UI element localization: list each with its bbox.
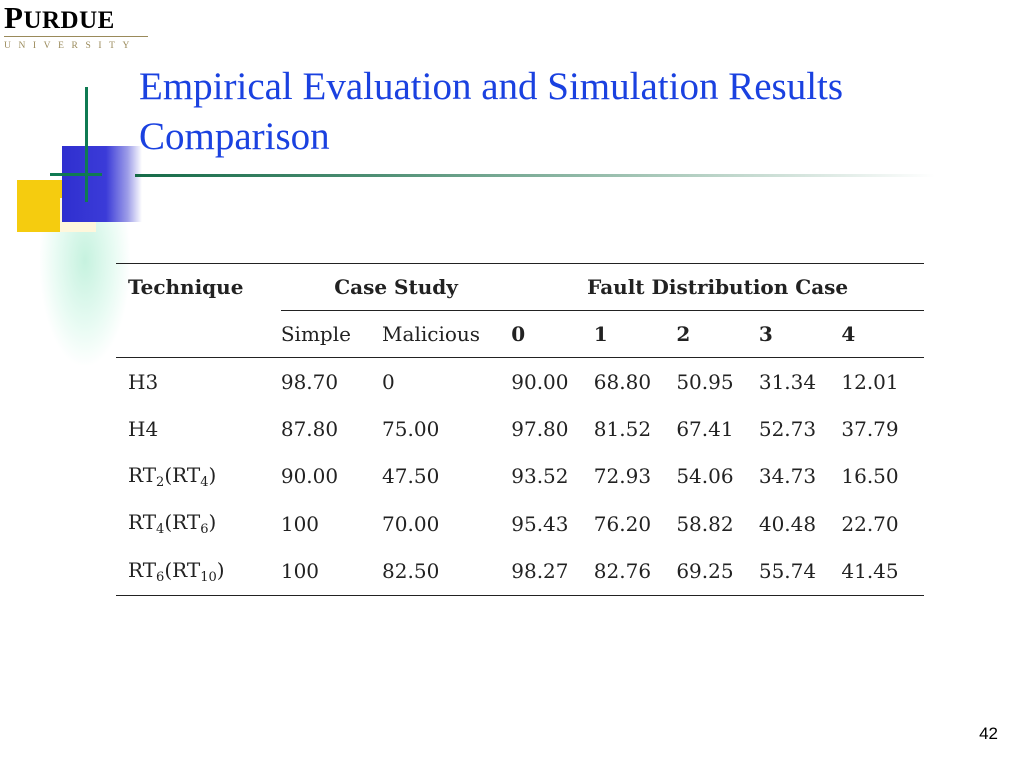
value-cell: 82.50 [382, 547, 512, 596]
value-cell: 47.50 [382, 464, 440, 489]
decorative-vertical-line [85, 87, 88, 202]
technique-cell: RT4(RT6) [128, 510, 217, 538]
page-number: 42 [979, 724, 998, 743]
decorative-blue-square [62, 146, 142, 222]
value-cell: 87.80 [280, 417, 339, 442]
technique-cell: RT6(RT10) [116, 547, 281, 596]
value-cell: 16.50 [841, 464, 899, 489]
value-cell: 72.93 [593, 464, 652, 489]
value-cell: 34.73 [758, 464, 817, 489]
results-table: Technique Case Study Fault Distribution … [116, 263, 924, 596]
slide-title: Empirical Evaluation and Simulation Resu… [139, 65, 844, 158]
value-cell: 68.80 [593, 369, 652, 394]
value-cell: 12.01 [841, 369, 899, 394]
header-technique: Technique [116, 263, 281, 311]
technique-cell: RT2(RT4) [128, 462, 217, 490]
subheader-fault-0: 0 [511, 310, 594, 358]
decorative-horizontal-line [50, 173, 102, 176]
value-cell: 75.00 [382, 417, 440, 442]
value-cell: 81.52 [593, 417, 652, 442]
title-underline [135, 174, 935, 177]
subheader-malicious: Malicious [382, 310, 512, 358]
technique-cell: H3 [128, 369, 159, 394]
technique-cell: H4 [128, 417, 159, 442]
value-cell: 50.95 [676, 369, 734, 394]
value-cell: 98.27 [511, 547, 594, 596]
subheader-fault-4: 4 [841, 310, 924, 358]
value-cell: 37.79 [841, 417, 899, 442]
purdue-logo: PURDUE UNIVERSITY [4, 2, 150, 51]
value-cell: 0 [382, 369, 395, 394]
table-subheader-row: Simple Malicious 0 1 2 3 4 [116, 310, 924, 358]
value-cell: 93.52 [511, 464, 569, 489]
header-technique-blank [116, 310, 281, 358]
value-cell: 82.76 [593, 547, 677, 596]
value-cell: 70.00 [382, 511, 440, 536]
value-cell: 100 [280, 511, 320, 536]
value-cell: 41.45 [841, 547, 924, 596]
value-cell: 76.20 [593, 511, 652, 536]
value-cell: 55.74 [758, 547, 842, 596]
value-cell: 100 [280, 547, 383, 596]
value-cell: 40.48 [758, 511, 817, 536]
subheader-fault-2: 2 [676, 310, 759, 358]
value-cell: 31.34 [758, 369, 817, 394]
table-row: H3 98.70 0 90.00 68.80 50.95 31.34 12.01 [116, 358, 924, 406]
value-cell: 90.00 [280, 464, 339, 489]
value-cell: 69.25 [676, 547, 759, 596]
value-cell: 54.06 [676, 464, 734, 489]
value-cell: 52.73 [758, 417, 817, 442]
value-cell: 97.80 [511, 417, 569, 442]
value-cell: 98.70 [280, 369, 339, 394]
value-cell: 95.43 [511, 511, 569, 536]
value-cell: 90.00 [511, 369, 569, 394]
value-cell: 58.82 [676, 511, 734, 536]
logo-wordmark: PURDUE [4, 0, 115, 35]
table-row: RT4(RT6) 100 70.00 95.43 76.20 58.82 40.… [116, 500, 924, 547]
table-row: RT2(RT4) 90.00 47.50 93.52 72.93 54.06 3… [116, 453, 924, 500]
subheader-simple: Simple [280, 310, 383, 358]
logo-university: UNIVERSITY [4, 41, 137, 51]
table-row: H4 87.80 75.00 97.80 81.52 67.41 52.73 3… [116, 405, 924, 452]
value-cell: 22.70 [841, 511, 899, 536]
logo-divider [4, 36, 148, 37]
subheader-fault-3: 3 [758, 310, 842, 358]
header-case-study: Case Study [280, 263, 512, 311]
header-fault-distribution: Fault Distribution Case [511, 263, 924, 311]
subheader-fault-1: 1 [593, 310, 677, 358]
table-header-row: Technique Case Study Fault Distribution … [116, 263, 924, 311]
value-cell: 67.41 [676, 417, 734, 442]
table-row: RT6(RT10) 100 82.50 98.27 82.76 69.25 55… [116, 547, 924, 596]
decorative-squares [0, 80, 160, 365]
